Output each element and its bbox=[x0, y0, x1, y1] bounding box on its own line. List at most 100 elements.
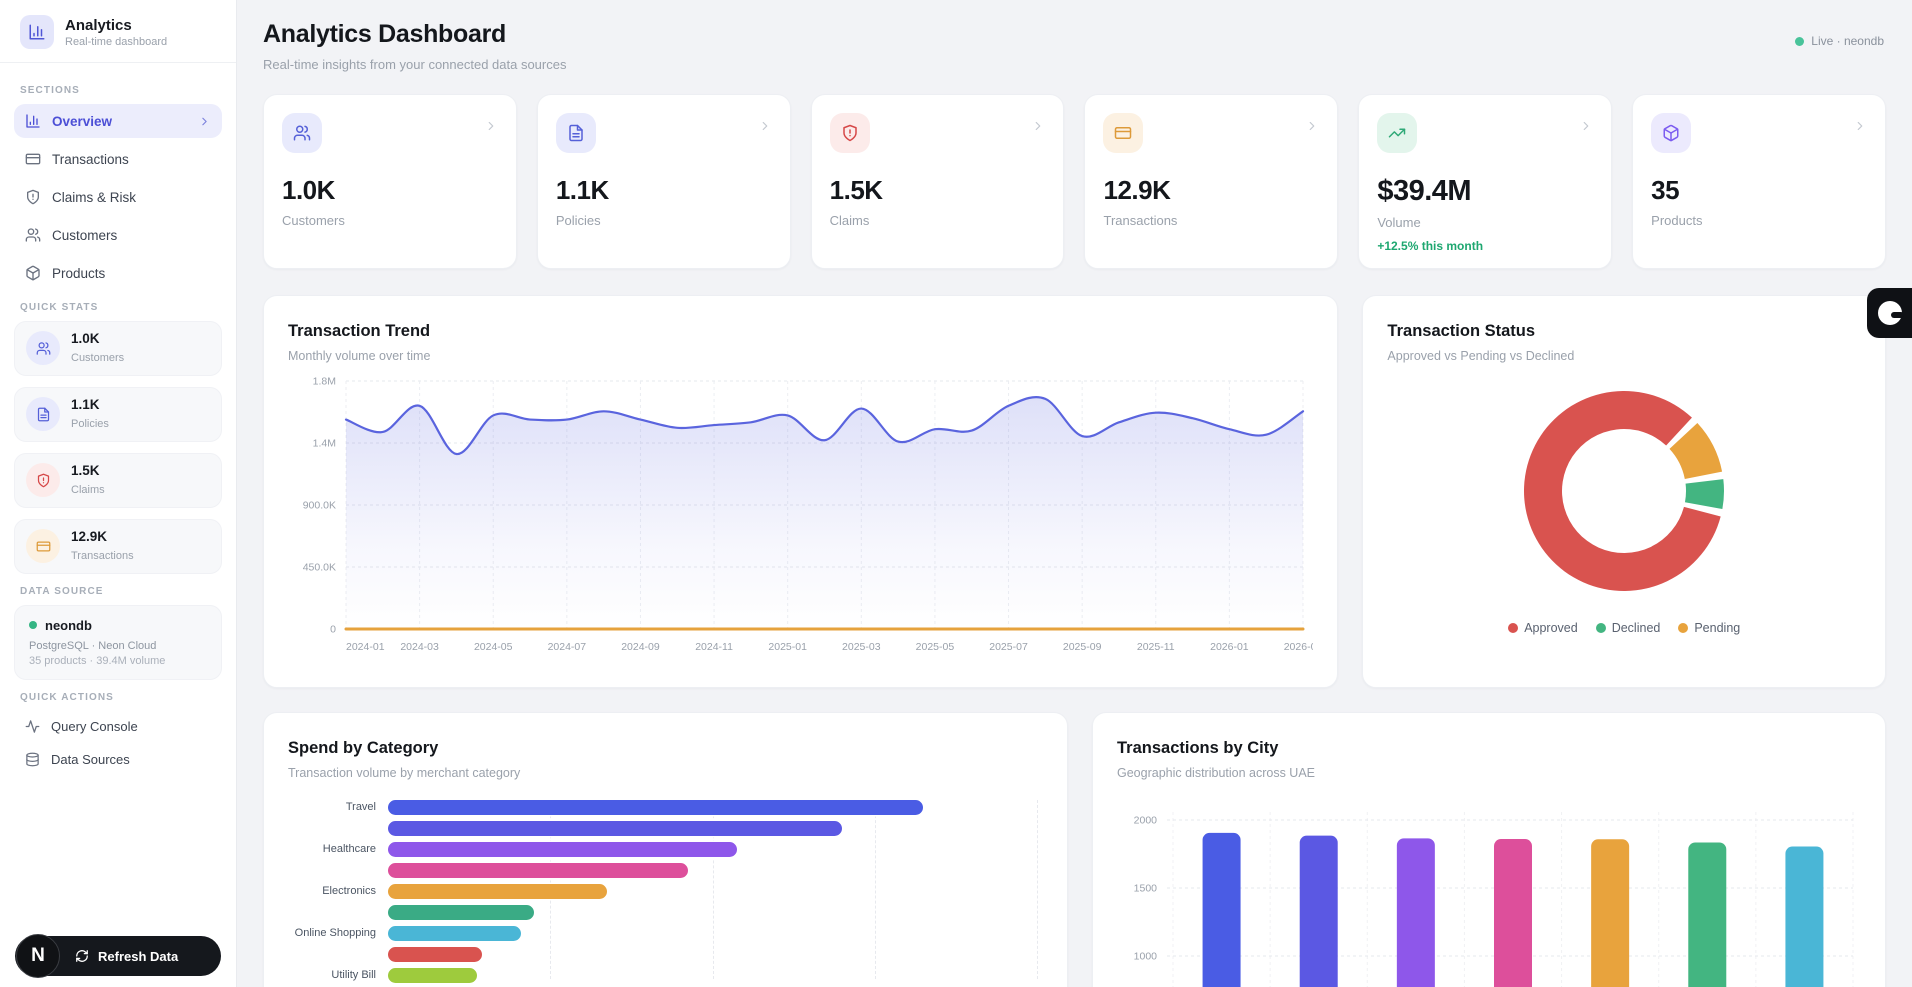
data-source-card[interactable]: neondb PostgreSQL · Neon Cloud 35 produc… bbox=[14, 604, 222, 680]
sidebar-item-products[interactable]: Products bbox=[14, 256, 222, 290]
x-axis-tick: 2025-05 bbox=[916, 641, 955, 653]
legend-label: Pending bbox=[1694, 621, 1741, 635]
category-label: Healthcare bbox=[322, 843, 376, 856]
transaction-status-donut[interactable] bbox=[1387, 385, 1861, 597]
sidebar-footer: N Refresh Data bbox=[0, 923, 236, 987]
package-icon bbox=[25, 265, 41, 281]
city-bar-3[interactable] bbox=[1396, 838, 1435, 987]
quick-stat-value: 1.0K bbox=[71, 331, 100, 346]
city-bar-6[interactable] bbox=[1688, 842, 1727, 987]
sidebar-item-label: Claims & Risk bbox=[52, 189, 137, 205]
city-bar-4[interactable] bbox=[1494, 839, 1532, 987]
stat-card-products[interactable]: 35 Products bbox=[1632, 94, 1886, 269]
package-icon bbox=[1651, 113, 1692, 153]
bar-track bbox=[388, 821, 1037, 836]
stat-card-claims[interactable]: 1.5K Claims bbox=[810, 94, 1065, 269]
quick-stat-transactions[interactable]: 12.9K Transactions bbox=[14, 518, 222, 574]
live-badge-text: Live · neondb bbox=[1811, 34, 1884, 48]
chevron-right-icon bbox=[1853, 119, 1867, 133]
bar-electronics[interactable] bbox=[388, 884, 608, 899]
category-label: Utility Bill bbox=[331, 969, 376, 982]
bar-track bbox=[388, 842, 1037, 857]
quick-stat-policies[interactable]: 1.1K Policies bbox=[14, 386, 222, 442]
bar-track bbox=[388, 968, 1037, 983]
feedback-widget-tab[interactable] bbox=[1867, 288, 1912, 338]
spend-bar-row: Travel bbox=[288, 800, 1043, 815]
quick-stat-value: 1.5K bbox=[71, 462, 100, 478]
file-text-icon bbox=[26, 397, 60, 432]
legend-item-declined[interactable]: Declined bbox=[1595, 621, 1660, 635]
donut-segment-pending[interactable] bbox=[1669, 423, 1723, 479]
trending-up-icon bbox=[1377, 113, 1418, 153]
legend-item-approved[interactable]: Approved bbox=[1508, 621, 1578, 635]
bar-chart-icon bbox=[25, 113, 41, 129]
chevron-right-icon bbox=[1305, 119, 1319, 133]
stat-label: Policies bbox=[555, 213, 601, 228]
city-bar-1[interactable] bbox=[1202, 832, 1241, 987]
transactions-by-city-card: Transactions by City Geographic distribu… bbox=[1092, 712, 1886, 987]
shield-alert-icon bbox=[25, 189, 41, 205]
spend-bar-row: Electronics bbox=[288, 884, 1043, 899]
x-axis-tick: 2024-11 bbox=[695, 641, 733, 653]
stat-card-volume[interactable]: $39.4M Volume +12.5% this month bbox=[1358, 94, 1613, 269]
sidebar-item-label: Transactions bbox=[52, 151, 129, 167]
sidebar-item-overview[interactable]: Overview bbox=[14, 104, 222, 138]
sidebar: Analytics Real-time dashboard SECTIONS O… bbox=[0, 0, 237, 987]
chart-subtitle: Transaction volume by merchant category bbox=[288, 766, 521, 780]
bar-category-1[interactable] bbox=[388, 821, 843, 836]
x-axis-tick: 2024-05 bbox=[474, 641, 513, 653]
quick-stat-customers[interactable]: 1.0K Customers bbox=[14, 321, 222, 376]
charts-row-bottom: Spend by Category Transaction volume by … bbox=[263, 712, 1886, 987]
transactions-by-city-chart[interactable]: 2000 1500 1000 bbox=[1117, 794, 1861, 987]
quick-action-data-sources[interactable]: Data Sources bbox=[14, 744, 222, 775]
quick-stat-claims[interactable]: 1.5K Claims bbox=[14, 452, 222, 508]
stat-label: Customers bbox=[282, 213, 345, 228]
donut-segment-declined[interactable] bbox=[1685, 479, 1725, 510]
x-axis-tick: 2025-01 bbox=[768, 641, 807, 653]
quick-stat-label: Policies bbox=[71, 417, 109, 430]
bar-category-3[interactable] bbox=[388, 863, 689, 878]
data-source-stats: 35 products · 39.4M volume bbox=[29, 654, 166, 667]
sidebar-item-label: Overview bbox=[52, 113, 113, 129]
sidebar-item-transactions[interactable]: Transactions bbox=[14, 142, 222, 176]
bar-track bbox=[388, 863, 1037, 878]
bar-category-7[interactable] bbox=[388, 947, 483, 962]
stat-card-customers[interactable]: 1.0K Customers bbox=[263, 94, 517, 269]
nextjs-badge[interactable]: N bbox=[16, 934, 60, 978]
refresh-icon bbox=[75, 949, 89, 963]
quick-action-query-console[interactable]: Query Console bbox=[14, 711, 222, 742]
y-axis-tick: 1.4M bbox=[313, 438, 336, 450]
sidebar-item-customers[interactable]: Customers bbox=[14, 218, 222, 252]
brand-title: Analytics bbox=[65, 16, 132, 34]
quick-stat-label: Customers bbox=[71, 351, 125, 364]
bar-healthcare[interactable] bbox=[388, 842, 737, 857]
donut-segment-approved[interactable] bbox=[1524, 391, 1721, 591]
transaction-trend-card: Transaction Trend Monthly volume over ti… bbox=[263, 295, 1339, 688]
bar-category-5[interactable] bbox=[388, 905, 535, 920]
spend-by-category-chart[interactable]: Travel Healthcare Electronics Online Shoppi… bbox=[288, 800, 1043, 983]
users-icon bbox=[25, 227, 41, 243]
bar-travel[interactable] bbox=[388, 800, 924, 815]
legend-item-pending[interactable]: Pending bbox=[1678, 621, 1740, 635]
spend-bar-row: Healthcare bbox=[288, 842, 1043, 857]
bar-online-shopping[interactable] bbox=[388, 926, 522, 941]
quick-action-label: Data Sources bbox=[51, 751, 130, 767]
bar-utility-bill[interactable] bbox=[388, 968, 478, 983]
bar-track bbox=[388, 926, 1037, 941]
sidebar-item-claims-risk[interactable]: Claims & Risk bbox=[14, 180, 222, 214]
y-axis-tick: 450.0K bbox=[303, 562, 336, 574]
stat-card-policies[interactable]: 1.1K Policies bbox=[536, 94, 791, 269]
chart-subtitle: Geographic distribution across UAE bbox=[1117, 766, 1316, 780]
x-axis-tick: 2025-11 bbox=[1137, 641, 1175, 653]
stat-card-transactions[interactable]: 12.9K Transactions bbox=[1084, 94, 1339, 269]
spend-bar-row bbox=[288, 947, 1043, 962]
city-svg: 2000 1500 1000 bbox=[1134, 812, 1854, 987]
file-text-icon bbox=[555, 113, 596, 153]
city-bar-5[interactable] bbox=[1591, 839, 1630, 987]
y-axis-tick: 1.8M bbox=[313, 376, 336, 388]
city-bar-2[interactable] bbox=[1299, 835, 1338, 987]
city-bar-7[interactable] bbox=[1785, 846, 1824, 987]
stat-label: Claims bbox=[829, 213, 870, 228]
transaction-trend-chart[interactable]: 1.8M 1.4M 900.0K 450.0K 0 2024-01 2024-03 2024-… bbox=[288, 367, 1323, 664]
